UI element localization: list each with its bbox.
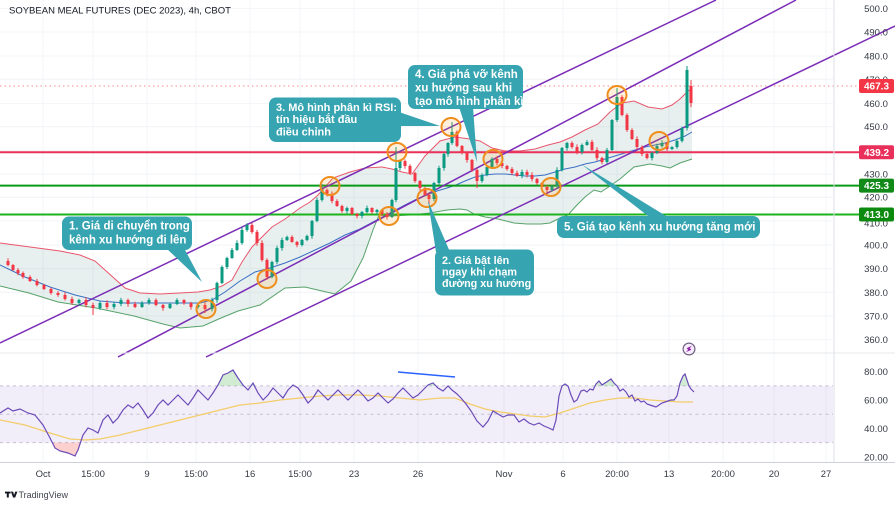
svg-text:tín hiệu bắt đầu: tín hiệu bắt đầu: [276, 113, 357, 126]
svg-text:480.0: 480.0: [864, 52, 888, 63]
svg-text:370.0: 370.0: [864, 311, 888, 322]
svg-text:27: 27: [821, 469, 832, 480]
svg-text:360.0: 360.0: [864, 335, 888, 346]
svg-text:15:00: 15:00: [81, 469, 105, 480]
svg-text:460.0: 460.0: [864, 99, 888, 110]
svg-text:16: 16: [245, 469, 256, 480]
svg-text:TradingView: TradingView: [19, 490, 69, 500]
svg-text:380.0: 380.0: [864, 288, 888, 299]
svg-text:ngay khi chạm: ngay khi chạm: [442, 267, 517, 279]
svg-text:6: 6: [560, 469, 565, 480]
svg-text:13: 13: [664, 469, 675, 480]
svg-text:điều chỉnh: điều chỉnh: [276, 126, 331, 138]
svg-text:20: 20: [769, 469, 780, 480]
svg-text:23: 23: [349, 469, 360, 480]
svg-text:4. Giá phá vỡ kênh: 4. Giá phá vỡ kênh: [415, 69, 518, 81]
svg-text:20.00: 20.00: [864, 452, 888, 463]
svg-text:15:00: 15:00: [184, 469, 208, 480]
svg-text:420.0: 420.0: [864, 193, 888, 204]
svg-text:439.2: 439.2: [864, 148, 889, 159]
svg-text:400.0: 400.0: [864, 241, 888, 252]
svg-text:5. Giá tạo kênh xu hướng tăng: 5. Giá tạo kênh xu hướng tăng mới: [564, 222, 755, 234]
svg-text:425.3: 425.3: [864, 181, 889, 192]
svg-text:xu hướng sau khi: xu hướng sau khi: [415, 83, 512, 95]
svg-text:500.0: 500.0: [864, 4, 888, 15]
svg-text:450.0: 450.0: [864, 122, 888, 133]
svg-text:tạo mô hình phân kì: tạo mô hình phân kì: [415, 96, 524, 108]
svg-text:413.0: 413.0: [864, 210, 889, 221]
svg-text:467.3: 467.3: [864, 82, 889, 93]
svg-text:26: 26: [413, 469, 424, 480]
svg-text:đường xu hướng: đường xu hướng: [442, 278, 531, 290]
svg-text:Oct: Oct: [36, 469, 51, 480]
svg-text:2. Giá bật lên: 2. Giá bật lên: [442, 255, 509, 267]
svg-text:60.00: 60.00: [864, 396, 888, 407]
svg-text:kênh xu hướng đi lên: kênh xu hướng đi lên: [69, 235, 186, 247]
svg-text:1. Giá di chuyển trong: 1. Giá di chuyển trong: [69, 221, 190, 233]
svg-text:20:00: 20:00: [605, 469, 629, 480]
svg-text:410.0: 410.0: [864, 218, 888, 229]
svg-text:15:00: 15:00: [288, 469, 312, 480]
svg-text:80.00: 80.00: [864, 367, 888, 378]
svg-text:9: 9: [144, 469, 149, 480]
svg-text:40.00: 40.00: [864, 424, 888, 435]
svg-text:3. Mô hình phân kì RSI:: 3. Mô hình phân kì RSI:: [276, 102, 397, 114]
svg-text:390.0: 390.0: [864, 264, 888, 275]
svg-text:430.0: 430.0: [864, 170, 888, 181]
svg-text:SOYBEAN MEAL FUTURES (DEC 2023: SOYBEAN MEAL FUTURES (DEC 2023), 4h, CBO…: [9, 6, 231, 17]
svg-text:490.0: 490.0: [864, 28, 888, 39]
svg-text:20:00: 20:00: [711, 469, 735, 480]
svg-text:Nov: Nov: [496, 469, 513, 480]
